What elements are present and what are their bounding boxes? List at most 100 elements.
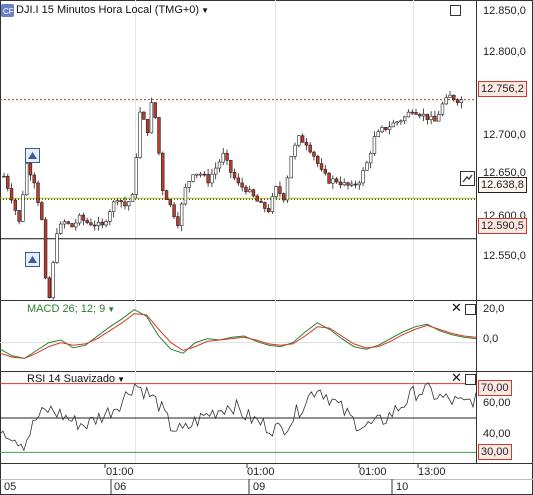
y-tick: 0,0: [483, 333, 499, 345]
y-tick: 40,00: [483, 428, 511, 440]
candle: [444, 97, 448, 105]
chevron-down-icon[interactable]: ▼: [107, 305, 116, 314]
y-tick: 12.850,0: [483, 5, 526, 17]
macd-pane-title[interactable]: MACD 26; 12; 9 ▼: [27, 303, 115, 315]
support2-price-badge: 12.590,5: [478, 218, 527, 234]
close-icon[interactable]: ✕: [451, 370, 462, 385]
candle: [221, 152, 225, 163]
main-pane-title-text: DJI.I 15 Minutos Hora Local (TMG+0): [16, 4, 200, 16]
candle: [21, 194, 25, 222]
candle: [70, 223, 74, 228]
candle: [308, 144, 312, 153]
candle: [142, 111, 146, 120]
main-pane-title[interactable]: DJI.I 15 Minutos Hora Local (TMG+0) ▼: [16, 4, 209, 16]
last-price-badge: 12.756,2: [478, 81, 527, 97]
candle: [300, 135, 305, 143]
candle: [77, 214, 82, 224]
candle: [251, 189, 256, 197]
candle: [157, 117, 161, 154]
candle: [229, 160, 233, 173]
window-maximize-icon[interactable]: [465, 374, 476, 385]
candle: [278, 186, 282, 194]
candle: [395, 121, 399, 124]
candle: [96, 221, 101, 226]
candle: [58, 223, 63, 234]
candle: [206, 174, 210, 184]
rsi-pane-title[interactable]: RSI 14 Suavizado ▼: [27, 373, 125, 385]
candle: [452, 94, 456, 101]
candle: [293, 144, 297, 157]
candle: [334, 178, 339, 183]
candle: [24, 162, 29, 196]
candle: [384, 127, 388, 130]
chevron-down-icon[interactable]: ▼: [201, 6, 210, 15]
window-maximize-icon[interactable]: [450, 5, 461, 16]
candle: [323, 169, 327, 174]
candle: [399, 120, 403, 123]
candle: [289, 156, 293, 179]
close-icon[interactable]: ✕: [451, 300, 462, 315]
rsi-overbought-badge: 70,00: [478, 380, 512, 396]
candle: [357, 182, 362, 186]
candle: [111, 201, 116, 213]
candle: [62, 221, 67, 225]
candle: [85, 220, 89, 224]
macd-line: [0, 309, 477, 359]
candle: [172, 204, 176, 217]
rsi-pane-title-text: RSI 14 Suavizado: [27, 373, 116, 385]
window-maximize-icon[interactable]: [465, 304, 476, 315]
candle: [368, 153, 373, 164]
candle: [81, 214, 86, 221]
candle: [123, 201, 127, 207]
candle: [43, 219, 48, 279]
candle: [331, 178, 335, 184]
candle: [304, 142, 309, 146]
candle: [119, 200, 123, 203]
candle: [191, 174, 195, 182]
candle: [183, 187, 188, 205]
candle: [36, 182, 40, 203]
candle: [429, 115, 433, 120]
candle: [376, 131, 380, 137]
candle: [89, 222, 93, 226]
candle: [282, 193, 286, 201]
candle: [138, 111, 142, 158]
candle: [108, 211, 112, 222]
candle: [217, 161, 222, 169]
candle: [6, 175, 10, 189]
candle: [198, 173, 203, 176]
x-time-label: 01:00: [106, 466, 134, 478]
candle: [17, 210, 21, 222]
candle: [248, 189, 252, 193]
svg-text:CFD: CFD: [3, 7, 14, 16]
macd-signal-line: [0, 313, 477, 359]
candle: [414, 112, 418, 115]
x-day-label: 06: [114, 481, 127, 493]
candle: [440, 103, 445, 115]
candle: [350, 183, 354, 186]
rsi-line: [0, 382, 477, 452]
candle: [338, 181, 343, 186]
trend-tool-icon[interactable]: [460, 171, 475, 186]
candle: [266, 208, 271, 212]
candle: [100, 221, 104, 226]
candle: [263, 202, 267, 209]
chevron-down-icon[interactable]: ▼: [117, 375, 125, 384]
support-price-badge: 12.638,8: [478, 177, 527, 193]
candle: [455, 99, 460, 104]
candle: [448, 94, 452, 98]
candle: [316, 155, 320, 164]
alert-triangle-icon[interactable]: [25, 252, 40, 267]
candle: [425, 113, 430, 120]
candle: [236, 177, 241, 184]
alert-triangle-icon[interactable]: [25, 148, 40, 163]
candle: [66, 221, 70, 224]
candle: [168, 199, 173, 206]
candle: [145, 119, 150, 134]
candle: [285, 177, 290, 201]
candle: [130, 194, 135, 202]
candle: [372, 136, 377, 154]
